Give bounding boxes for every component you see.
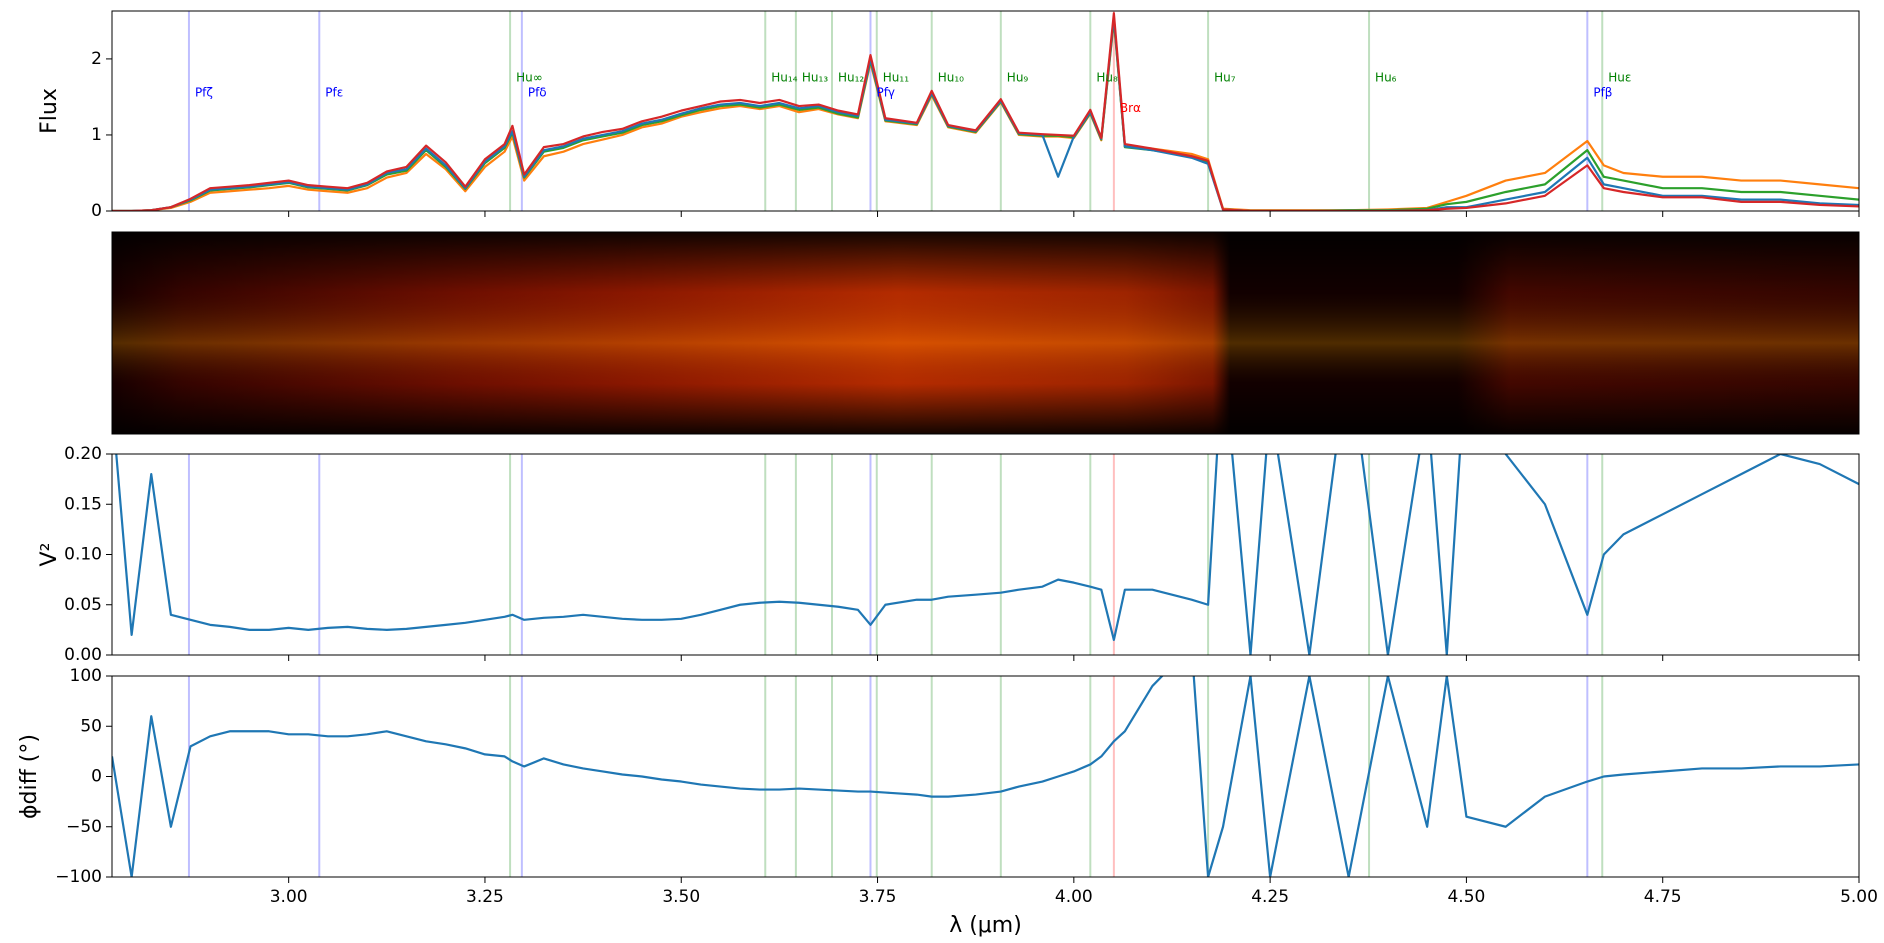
- y-tick-label: 50: [80, 716, 102, 736]
- spectral-line-label: Hu₁₁: [883, 70, 909, 84]
- spectral-line-label: Hu₉: [1007, 70, 1029, 84]
- y-tick-label: 0.05: [64, 595, 102, 615]
- x-tick-label: 3.50: [662, 887, 700, 907]
- x-tick-label: 4.00: [1055, 887, 1093, 907]
- panel: [112, 11, 1859, 211]
- y-tick-label: 100: [70, 666, 102, 686]
- y-axis-label: V²: [37, 543, 62, 567]
- series-line: [112, 18, 1859, 211]
- series-line: [112, 12, 1859, 211]
- heatmap-panel: [111, 231, 1860, 435]
- series-line: [112, 676, 1859, 877]
- panel: [112, 676, 1859, 877]
- panel: [115, 454, 1859, 655]
- y-tick-label: 0: [91, 201, 102, 221]
- panel-frame: [111, 453, 1860, 656]
- x-tick-label: 5.00: [1840, 887, 1878, 907]
- spectral-line-label: Hu∞: [516, 70, 543, 84]
- spectral-line-label: Hu₁₄: [771, 70, 797, 84]
- y-tick-label: 0: [91, 767, 102, 787]
- spectral-line-label: Brα: [1120, 101, 1141, 115]
- x-axis-label: λ (μm): [949, 913, 1022, 938]
- y-tick-label: 0.20: [64, 444, 102, 464]
- y-axis-label: ϕdiff (°): [17, 734, 42, 819]
- y-tick-label: 0.00: [64, 645, 102, 665]
- spectral-line-label: Hu₆: [1375, 70, 1397, 84]
- y-tick-label: 0.10: [64, 545, 102, 565]
- x-tick-label: 4.25: [1251, 887, 1289, 907]
- spectral-line-label: Hu₈: [1096, 70, 1118, 84]
- series-line: [115, 454, 1859, 655]
- x-tick-label: 4.75: [1644, 887, 1682, 907]
- y-tick-label: 1: [91, 125, 102, 145]
- panel-frame: [111, 10, 1860, 212]
- x-tick-label: 4.50: [1447, 887, 1485, 907]
- spectral-line-label: Hu₁₃: [802, 70, 828, 84]
- spectral-line-label: Pfε: [325, 86, 343, 100]
- y-tick-label: 2: [91, 49, 102, 69]
- x-tick-label: 3.75: [859, 887, 897, 907]
- spectral-line-label: Hu₁₂: [838, 70, 864, 84]
- x-tick-label: 3.25: [466, 887, 504, 907]
- spectral-line-label: Hu₁₀: [938, 70, 964, 84]
- heatmap-shade: [112, 232, 1859, 434]
- spectral-line-label: Pfζ: [195, 86, 213, 100]
- y-tick-label: −100: [55, 867, 102, 887]
- panel-frame: [111, 675, 1860, 878]
- x-tick-label: 3.00: [270, 887, 308, 907]
- y-tick-label: 0.15: [64, 494, 102, 514]
- y-tick-label: −50: [66, 817, 102, 837]
- spectral-line-label: Pfβ: [1593, 86, 1612, 100]
- spectral-line-label: Pfγ: [876, 86, 895, 100]
- heatmap-frame: [111, 231, 1860, 435]
- spectral-line-label: Pfδ: [528, 86, 547, 100]
- y-axis-label: Flux: [37, 88, 62, 134]
- spectral-line-label: Huε: [1608, 70, 1631, 84]
- spectral-line-label: Hu₇: [1214, 70, 1236, 84]
